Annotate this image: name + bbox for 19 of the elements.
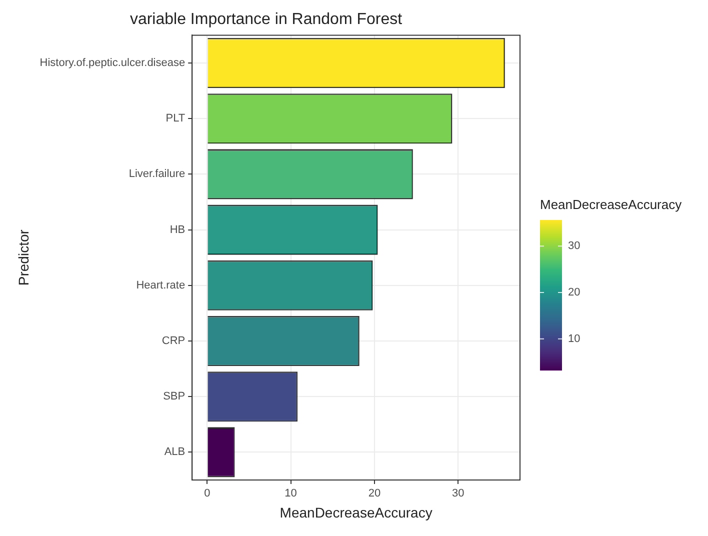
x-tick-label: 20 — [368, 488, 381, 500]
x-tick-label: 0 — [204, 488, 210, 500]
x-axis-title: MeanDecreaseAccuracy — [280, 504, 432, 520]
y-tick-label: PLT — [166, 112, 186, 125]
chart-title: variable Importance in Random Forest — [130, 11, 403, 28]
color-bar-title: MeanDecreaseAccuracy — [540, 197, 682, 212]
y-tick-label: Liver.failure — [128, 168, 186, 180]
y-tick-label: SBP — [163, 390, 186, 403]
y-tick-label: CRP — [162, 335, 186, 348]
y-axis-title: Predictor — [15, 229, 32, 286]
y-tick-label: HB — [170, 224, 186, 236]
x-tick-label: 30 — [452, 488, 464, 500]
color-bar-label: 30 — [568, 240, 580, 252]
x-tick-label: 10 — [284, 488, 297, 500]
y-tick-label: History.of.peptic.ulcer.disease — [40, 57, 186, 70]
y-tick-label: Heart.rate — [136, 279, 186, 292]
color-bar-label: 20 — [568, 286, 580, 298]
color-bar-label: 10 — [568, 332, 580, 345]
y-tick-label: ALB — [164, 446, 186, 458]
